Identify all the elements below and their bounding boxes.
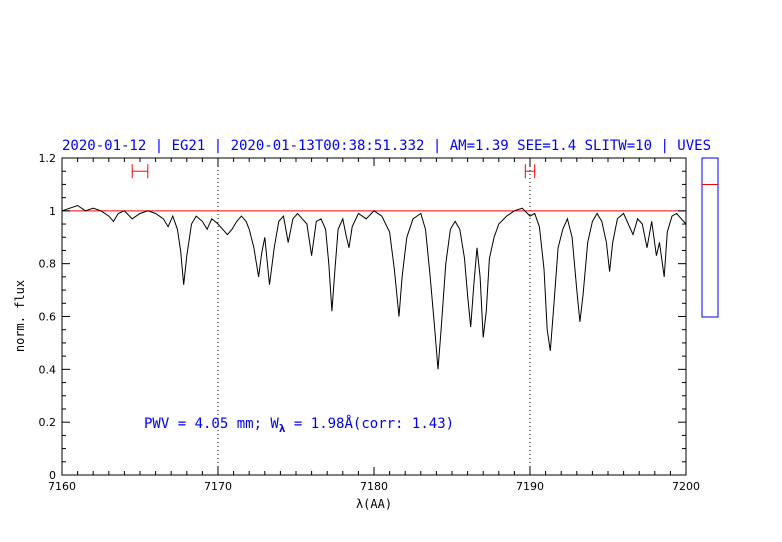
spectrum-line-0	[61, 204, 687, 370]
pwv-annotation: PWV = 4.05 mm; Wλ = 1.98Å(corr: 1.43)	[144, 415, 454, 435]
y-tick-label: 0.6	[39, 311, 57, 324]
y-tick-label: 0.4	[39, 363, 57, 376]
side-panel	[701, 157, 719, 318]
y-tick-label: 0.8	[39, 258, 57, 271]
red-interval-0	[131, 164, 149, 179]
x-tick-label: 7180	[360, 480, 388, 493]
y-tick-label: 1.2	[39, 152, 57, 165]
x-tick-label: 7160	[48, 480, 76, 493]
lambda-subscript: λ	[279, 422, 286, 435]
y-tick-label: 1	[49, 205, 56, 218]
x-axis-ticks: 7160 7170 7180 7190 7200	[48, 158, 700, 493]
y-tick-label: 0.2	[39, 416, 57, 429]
pwv-text: PWV = 4.05 mm; W	[144, 416, 279, 432]
x-tick-label: 7170	[204, 480, 232, 493]
red-interval-1	[524, 164, 536, 179]
red-intervals	[131, 164, 536, 179]
side-panel-box	[701, 157, 719, 318]
y-axis-label: norm. flux	[13, 280, 27, 352]
spectrum-series	[61, 204, 687, 370]
equivalent-width-text: = 1.98Å(corr: 1.43)	[285, 415, 454, 432]
chart-title: 2020-01-12 | EG21 | 2020-01-13T00:38:51.…	[62, 138, 711, 154]
x-tick-label: 7200	[672, 480, 700, 493]
x-axis-label: λ(AA)	[356, 497, 392, 511]
x-tick-label: 7190	[516, 480, 544, 493]
y-axis-ticks: 0 0.2 0.4 0.6 0.8 1 1.2	[39, 152, 686, 482]
y-tick-label: 0	[49, 469, 56, 482]
